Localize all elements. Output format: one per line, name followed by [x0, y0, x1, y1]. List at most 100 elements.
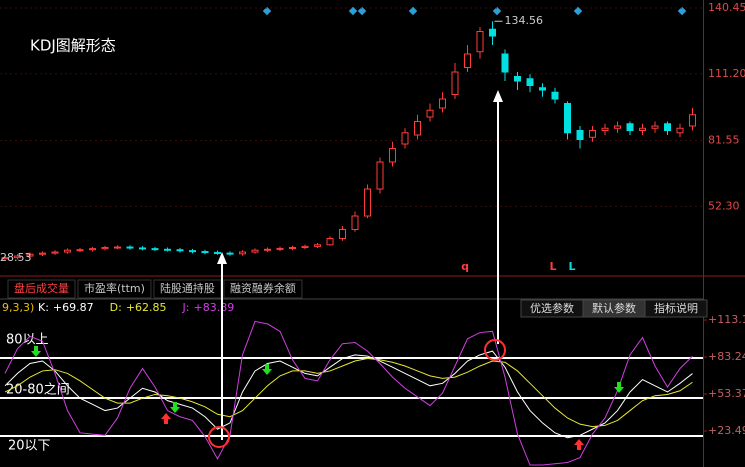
- candle-body: [251, 249, 259, 253]
- candle-body: [426, 109, 434, 118]
- highlight-circle: [484, 339, 506, 361]
- tab[interactable]: 盘后成交量: [14, 281, 69, 295]
- tab-box: [223, 279, 303, 299]
- signal-arrow: [161, 413, 171, 424]
- candle-body: [26, 253, 34, 257]
- legend-name: J:: [182, 301, 190, 314]
- candle-body: [226, 252, 234, 255]
- candle-body: [414, 121, 421, 136]
- candle-body: [51, 251, 59, 254]
- button-label[interactable]: 默认参数: [592, 301, 636, 315]
- tab-box: [153, 279, 222, 299]
- candle-body: [639, 127, 646, 131]
- candle-body: [276, 247, 284, 250]
- candle-body: [201, 251, 209, 254]
- tab-box: [7, 279, 76, 299]
- legend-name: K:: [38, 301, 49, 314]
- candle-body: [464, 53, 471, 68]
- tab-box: [77, 279, 152, 299]
- candle-body: [114, 246, 121, 249]
- candle-body: [564, 103, 571, 134]
- candle-body: [664, 123, 671, 131]
- candle-body: [651, 125, 659, 129]
- y-tick-label: 52.30: [708, 199, 740, 212]
- chart-title: KDJ图解形态: [30, 37, 116, 55]
- legend-name: D:: [110, 301, 122, 314]
- signal-arrow: [614, 382, 624, 393]
- button-label[interactable]: 指标说明: [654, 301, 698, 315]
- candle-body: [526, 78, 534, 86]
- candle-body: [489, 28, 496, 37]
- high-label: 134.56: [505, 14, 544, 27]
- y-tick-label: +53.37: [708, 387, 745, 400]
- candle-body: [214, 251, 221, 254]
- diamond: [262, 6, 272, 16]
- candle-body: [514, 76, 521, 82]
- legend-value: +69.87: [53, 301, 94, 314]
- candle-body: [539, 87, 546, 91]
- legend-value: +62.85: [126, 301, 167, 314]
- candle-body: [176, 249, 184, 252]
- candle-body: [376, 161, 384, 190]
- candle-body: [314, 244, 321, 247]
- candle-body: [551, 91, 559, 100]
- tab[interactable]: 陆股通持股: [160, 281, 215, 295]
- candle-body: [126, 246, 134, 249]
- diamond: [357, 6, 367, 16]
- y-tick-label: +83.24: [708, 350, 745, 363]
- candle-body: [626, 123, 634, 131]
- candle-body: [501, 53, 509, 73]
- candle-body: [614, 125, 621, 129]
- signal-arrow: [574, 439, 584, 450]
- candle-body: [239, 251, 246, 255]
- highlight-circle: [208, 426, 230, 448]
- zone-label: 20以下: [8, 439, 51, 454]
- y-tick-label: 111.20: [708, 67, 745, 80]
- candle-body: [401, 132, 409, 145]
- diamond: [492, 6, 502, 16]
- candle-body: [64, 249, 71, 253]
- signal: L: [568, 260, 575, 273]
- y-tick-label: +113.1: [708, 313, 745, 326]
- candle-body: [14, 255, 21, 259]
- candle-body: [451, 71, 459, 95]
- candle-body: [289, 247, 296, 249]
- tab[interactable]: 融资融券余额: [230, 281, 296, 295]
- kdj-line: [4, 320, 693, 466]
- signal-arrow: [31, 346, 41, 357]
- kdj-params: 9,3,3): [2, 301, 34, 314]
- candle-body: [39, 252, 46, 255]
- candle-body: [439, 98, 446, 109]
- candle-body: [151, 248, 159, 251]
- candle-body: [89, 248, 96, 251]
- legend-value: +83.89: [194, 301, 235, 314]
- signal: L: [549, 260, 556, 273]
- candle-body: [576, 130, 584, 140]
- candle-body: [364, 188, 371, 217]
- low-label: 28.53: [0, 251, 32, 264]
- diamond: [408, 6, 418, 16]
- signal-arrow: [262, 364, 272, 375]
- candle-body: [339, 229, 346, 239]
- kdj-line: [4, 350, 693, 439]
- y-tick-label: 140.45: [708, 1, 745, 14]
- candle-body: [389, 148, 396, 163]
- zone-label: 80以上: [6, 333, 49, 348]
- candle-body: [164, 248, 171, 251]
- candle-body: [301, 245, 309, 248]
- candle-body: [351, 215, 359, 230]
- kdj-line: [4, 358, 693, 428]
- tab[interactable]: 市盈率(ttm): [84, 281, 145, 295]
- y-tick-label: 81.55: [708, 134, 740, 147]
- zone-label: 20-80之间: [6, 383, 70, 398]
- button[interactable]: [644, 299, 708, 318]
- button-label[interactable]: 优选参数: [530, 301, 574, 315]
- candle-body: [139, 247, 146, 250]
- diamond: [348, 6, 358, 16]
- signal: q: [461, 260, 469, 273]
- signal-arrow: [170, 402, 180, 413]
- candle-body: [326, 238, 334, 246]
- candle-body: [689, 114, 696, 127]
